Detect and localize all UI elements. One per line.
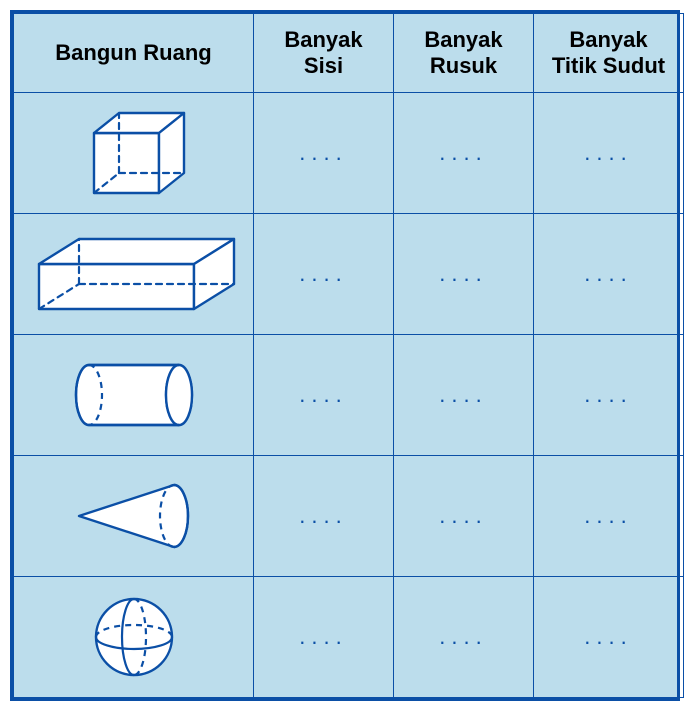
placeholder: .... bbox=[584, 140, 632, 165]
placeholder: .... bbox=[584, 382, 632, 407]
header-text-line1: Banyak bbox=[424, 27, 502, 52]
placeholder: .... bbox=[439, 140, 487, 165]
cell-titik: .... bbox=[534, 214, 684, 335]
cell-rusuk: .... bbox=[394, 456, 534, 577]
placeholder: .... bbox=[584, 624, 632, 649]
cell-rusuk: .... bbox=[394, 577, 534, 698]
placeholder: .... bbox=[439, 261, 487, 286]
cell-sisi: .... bbox=[254, 577, 394, 698]
cone-icon bbox=[59, 471, 209, 561]
table: Bangun Ruang Banyak Sisi Banyak Rusuk Ba… bbox=[13, 13, 684, 698]
header-text: Bangun Ruang bbox=[55, 40, 211, 65]
placeholder: .... bbox=[299, 382, 347, 407]
header-row: Bangun Ruang Banyak Sisi Banyak Rusuk Ba… bbox=[14, 14, 684, 93]
cell-sisi: .... bbox=[254, 335, 394, 456]
placeholder: .... bbox=[299, 624, 347, 649]
cell-sisi: .... bbox=[254, 214, 394, 335]
table-row: .... .... .... bbox=[14, 577, 684, 698]
sphere-icon bbox=[79, 587, 189, 687]
cell-titik: .... bbox=[534, 456, 684, 577]
cylinder-icon bbox=[59, 350, 209, 440]
placeholder: .... bbox=[439, 382, 487, 407]
placeholder: .... bbox=[584, 503, 632, 528]
cube-icon bbox=[64, 103, 204, 203]
cell-titik: .... bbox=[534, 335, 684, 456]
header-banyak-titik-sudut: Banyak Titik Sudut bbox=[534, 14, 684, 93]
header-text-line2: Rusuk bbox=[430, 53, 497, 78]
table-row: .... .... .... bbox=[14, 335, 684, 456]
cell-sisi: .... bbox=[254, 456, 394, 577]
solids-table: Bangun Ruang Banyak Sisi Banyak Rusuk Ba… bbox=[10, 10, 680, 701]
header-banyak-rusuk: Banyak Rusuk bbox=[394, 14, 534, 93]
header-text-line2: Titik Sudut bbox=[552, 53, 665, 78]
placeholder: .... bbox=[299, 261, 347, 286]
placeholder: .... bbox=[584, 261, 632, 286]
table-row: .... .... .... bbox=[14, 93, 684, 214]
placeholder: .... bbox=[439, 503, 487, 528]
shape-cell-cuboid bbox=[14, 214, 254, 335]
header-bangun-ruang: Bangun Ruang bbox=[14, 14, 254, 93]
table-row: .... .... .... bbox=[14, 214, 684, 335]
header-text-line2: Sisi bbox=[304, 53, 343, 78]
placeholder: .... bbox=[439, 624, 487, 649]
shape-cell-cube bbox=[14, 93, 254, 214]
placeholder: .... bbox=[299, 503, 347, 528]
cuboid-icon bbox=[24, 229, 244, 319]
header-banyak-sisi: Banyak Sisi bbox=[254, 14, 394, 93]
placeholder: .... bbox=[299, 140, 347, 165]
cell-rusuk: .... bbox=[394, 93, 534, 214]
header-text-line1: Banyak bbox=[569, 27, 647, 52]
cell-sisi: .... bbox=[254, 93, 394, 214]
cell-rusuk: .... bbox=[394, 335, 534, 456]
shape-cell-cone bbox=[14, 456, 254, 577]
shape-cell-sphere bbox=[14, 577, 254, 698]
cell-titik: .... bbox=[534, 93, 684, 214]
header-text-line1: Banyak bbox=[284, 27, 362, 52]
cell-rusuk: .... bbox=[394, 214, 534, 335]
table-row: .... .... .... bbox=[14, 456, 684, 577]
cell-titik: .... bbox=[534, 577, 684, 698]
shape-cell-cylinder bbox=[14, 335, 254, 456]
